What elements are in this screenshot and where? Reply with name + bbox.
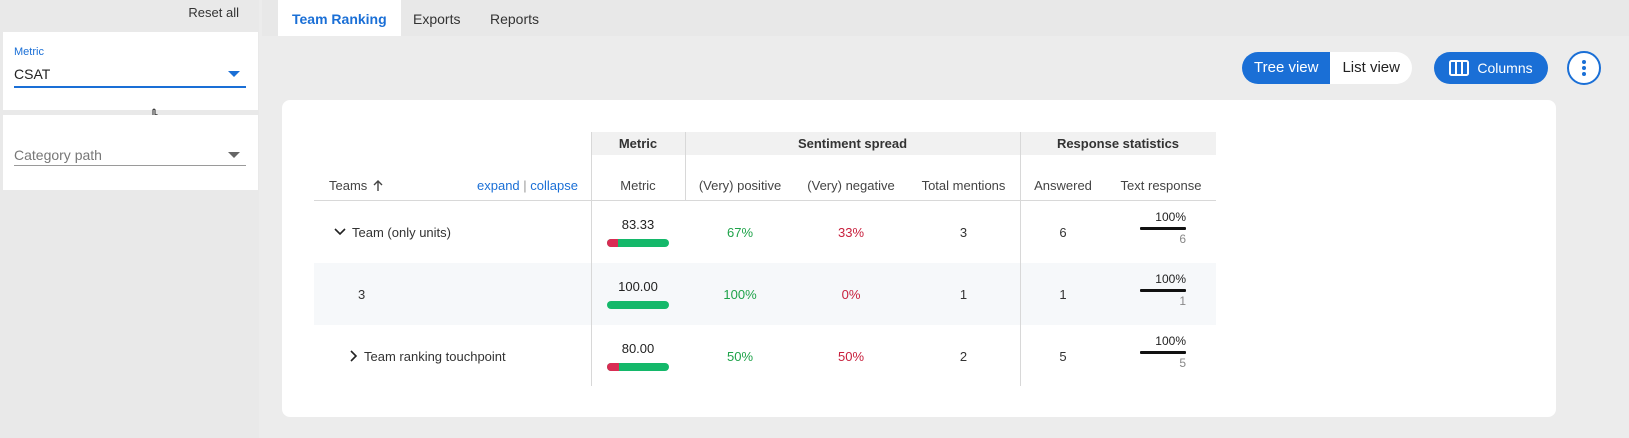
metric-bar-negative [607, 239, 618, 247]
chevron-down-icon[interactable] [334, 228, 346, 236]
text-response-percent: 100% [1155, 210, 1186, 224]
team-name-cell: Team ranking touchpoint [350, 325, 506, 387]
tree-view-button[interactable]: Tree view [1242, 52, 1331, 84]
link-separator: | [523, 178, 527, 193]
table-row[interactable]: 3 100.00 100% 0% 1 1 100% 1 [314, 263, 1216, 325]
team-ranking-table: Metric Sentiment spread Response statist… [282, 100, 1556, 417]
positive-cell: 100% [723, 286, 757, 302]
metric-label: Metric [14, 46, 44, 58]
negative-column-header[interactable]: (Very) negative [807, 178, 895, 193]
more-options-button[interactable] [1567, 51, 1601, 85]
metric-bar-negative [607, 363, 620, 371]
text-response-percent: 100% [1155, 272, 1186, 286]
metric-column-header[interactable]: Metric [620, 178, 656, 193]
negative-cell: 0% [841, 286, 861, 302]
text-response-count: 1 [1179, 294, 1186, 308]
category-underline [14, 165, 246, 166]
metric-value: 100.00 [618, 279, 658, 294]
reset-all-link[interactable]: Reset all [188, 5, 239, 20]
sort-ascending-icon[interactable] [373, 179, 383, 192]
teams-header-label: Teams [329, 178, 368, 193]
main-content: Tree view List view Columns Metric Senti… [262, 36, 1629, 438]
tab-bar: Team Ranking Exports Reports [262, 0, 1629, 36]
chevron-down-icon[interactable] [228, 152, 240, 158]
text-response-count: 6 [1179, 232, 1186, 246]
answered-cell: 6 [1059, 224, 1067, 240]
header-divider [314, 200, 1216, 201]
team-name: 3 [358, 286, 366, 302]
list-view-button[interactable]: List view [1342, 59, 1400, 76]
text-response-bar [1140, 289, 1186, 292]
category-path-placeholder: Category path [14, 147, 102, 163]
positive-cell: 67% [726, 224, 754, 240]
group-header-response: Response statistics [1020, 132, 1216, 155]
metric-select[interactable]: Metric CSAT [3, 32, 258, 129]
tab-team-ranking[interactable]: Team Ranking [278, 0, 401, 36]
columns-button[interactable]: Columns [1434, 52, 1548, 84]
total-mentions-cell: 3 [959, 224, 968, 240]
metric-value: 80.00 [621, 341, 655, 356]
teams-column-header[interactable]: Teams [329, 178, 383, 193]
negative-cell: 33% [837, 224, 865, 240]
tab-exports[interactable]: Exports [413, 11, 461, 27]
total-mentions-column-header[interactable]: Total mentions [921, 178, 1006, 193]
team-name: Team ranking touchpoint [364, 348, 506, 364]
team-name: Team (only units) [352, 224, 451, 240]
text-response-cell: 100% 5 [1106, 325, 1216, 387]
group-header-metric: Metric [591, 132, 685, 155]
metric-cell: 100.00 [591, 263, 685, 325]
metric-cell: 80.00 [591, 325, 685, 387]
column-divider [1020, 132, 1021, 386]
answered-cell: 1 [1059, 286, 1067, 302]
metric-underline [14, 86, 246, 88]
metric-bar [607, 239, 669, 247]
metric-value: CSAT [14, 66, 51, 82]
text-response-percent: 100% [1155, 334, 1186, 348]
table-row[interactable]: Team ranking touchpoint 80.00 50% 50% 2 … [314, 325, 1216, 387]
text-response-bar [1140, 351, 1186, 354]
team-name-cell: Team (only units) [334, 201, 451, 263]
group-header-sentiment: Sentiment spread [685, 132, 1020, 155]
team-name-cell: 3 [358, 263, 365, 325]
more-vertical-icon [1582, 60, 1586, 76]
text-response-bar [1140, 227, 1186, 230]
column-divider [685, 132, 686, 200]
positive-column-header[interactable]: (Very) positive [698, 178, 782, 193]
view-toggle: Tree view List view [1242, 52, 1412, 84]
columns-label: Columns [1477, 60, 1533, 76]
chevron-right-icon[interactable] [350, 350, 358, 362]
total-mentions-cell: 1 [959, 286, 968, 302]
text-response-cell: 100% 1 [1106, 263, 1216, 325]
positive-cell: 50% [726, 348, 754, 364]
columns-icon [1449, 60, 1470, 76]
negative-cell: 50% [837, 348, 865, 364]
answered-cell: 5 [1059, 348, 1067, 364]
column-divider [591, 132, 592, 386]
metric-cell: 83.33 [591, 201, 685, 263]
text-response-column-header[interactable]: Text response [1120, 178, 1202, 193]
filter-sidebar: Reset all Metric CSAT Category path [0, 0, 259, 438]
tab-reports[interactable]: Reports [490, 11, 540, 27]
category-path-select[interactable]: Category path [3, 115, 258, 190]
text-response-count: 5 [1179, 356, 1186, 370]
answered-column-header[interactable]: Answered [1034, 178, 1092, 193]
text-response-cell: 100% 6 [1106, 201, 1216, 263]
collapse-link[interactable]: collapse [530, 178, 578, 193]
expand-link[interactable]: expand [477, 178, 520, 193]
table-row[interactable]: Team (only units) 83.33 67% 33% 3 6 100%… [314, 201, 1216, 263]
expand-collapse-controls: expand | collapse [477, 178, 578, 193]
chevron-down-icon[interactable] [228, 71, 240, 77]
metric-value: 83.33 [621, 217, 655, 232]
total-mentions-cell: 2 [959, 348, 968, 364]
metric-bar [607, 301, 669, 309]
metric-bar [607, 363, 669, 371]
